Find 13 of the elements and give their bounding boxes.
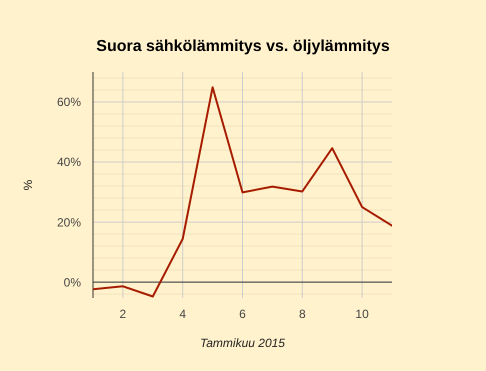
x-tick-label: 4 [179,307,186,321]
x-tick-label: 10 [355,307,370,321]
y-tick-label: 20% [56,215,82,230]
line-series [93,86,392,298]
y-tick-label: 60% [56,95,82,110]
x-tick-label: 2 [120,307,127,321]
x-tick-label: 8 [298,307,306,321]
y-tick-label: 0% [64,275,82,290]
y-axis-title: % [21,179,35,190]
x-tick-label: 6 [239,307,246,321]
y-tick-label: 40% [56,155,82,170]
x-axis-title: Tammikuu 2015 [200,336,286,350]
chart-title: Suora sähkölämmitys vs. öljylämmitys [96,38,390,55]
